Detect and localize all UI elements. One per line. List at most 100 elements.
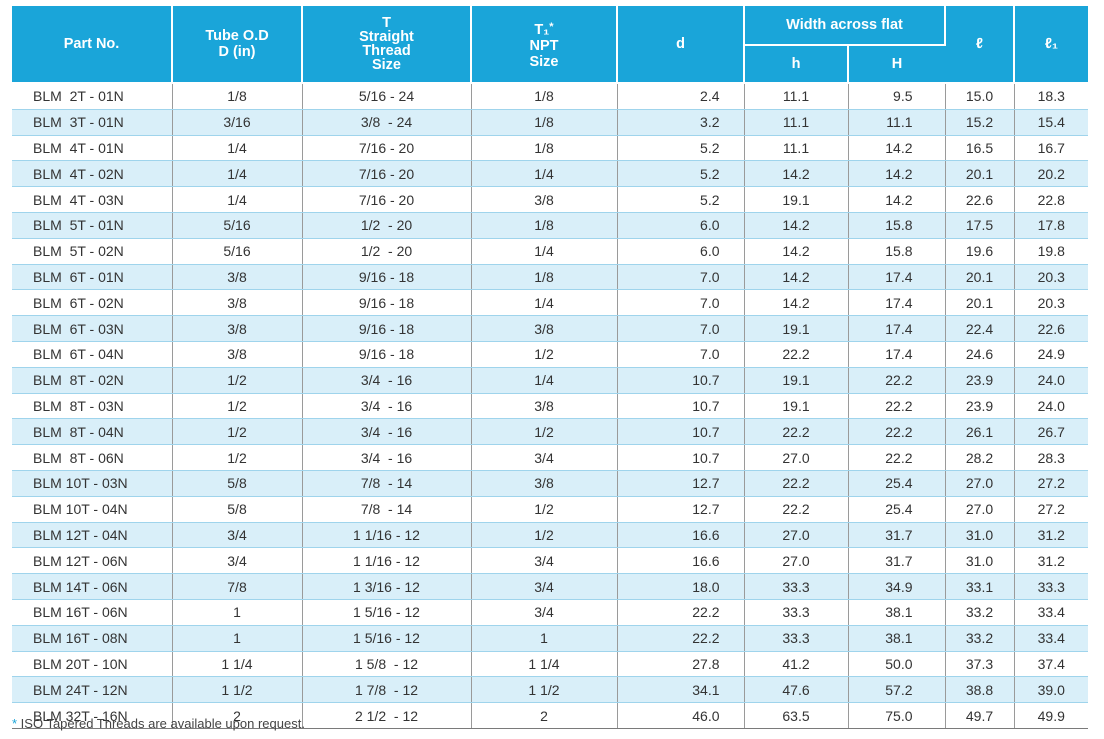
d-cell: 7.0	[617, 264, 745, 291]
l-cell: 27.0	[945, 496, 1015, 523]
l-cell: 17.5	[945, 212, 1015, 239]
thread-size-cell: 3/4 - 16	[302, 444, 472, 471]
spec-table-container: Part No. Tube O.D D (in) T Straight Thre…	[12, 6, 1089, 729]
npt-size-cell: 1/8	[471, 83, 618, 110]
table-body: BLM 2T - 01N 1/8 5/16 - 24 1/8 2.4 11.1 9.5 15.…	[12, 83, 1089, 729]
header-h-big: H	[848, 45, 946, 84]
l-cell: 31.0	[945, 547, 1015, 575]
npt-size-cell: 1/4	[471, 367, 618, 394]
table-row: BLM 6T - 01N 3/8 9/16 - 18 1/8 7.0 14.2 17.4 20…	[12, 264, 1089, 291]
npt-size-cell: 3/8	[471, 315, 618, 342]
h-cell: 47.6	[744, 676, 849, 704]
l1-cell: 22.8	[1014, 186, 1089, 213]
part-no-cell: BLM 6T - 02N	[12, 289, 173, 317]
npt-size-cell: 1 1/2	[471, 676, 618, 704]
H-cell: 14.2	[848, 186, 946, 213]
npt-size-cell: 1/8	[471, 264, 618, 291]
part-no-cell: BLM 8T - 03N	[12, 393, 173, 420]
h-cell: 19.1	[744, 186, 849, 213]
header-part-no: Part No.	[12, 6, 173, 84]
h-cell: 19.1	[744, 315, 849, 342]
npt-size-cell: 3/4	[471, 573, 618, 600]
spec-table: Part No. Tube O.D D (in) T Straight Thre…	[12, 6, 1089, 729]
l1-cell: 24.0	[1014, 367, 1089, 394]
tube-od-cell: 3/16	[172, 109, 303, 136]
l1-cell: 33.4	[1014, 625, 1089, 652]
table-row: BLM 4T - 01N 1/4 7/16 - 20 1/8 5.2 11.1 14.2 16…	[12, 135, 1089, 162]
d-cell: 18.0	[617, 573, 745, 600]
npt-size-cell: 1/8	[471, 212, 618, 239]
l1-cell: 26.7	[1014, 418, 1089, 446]
H-cell: 22.2	[848, 367, 946, 394]
npt-size-cell: 1/2	[471, 496, 618, 523]
d-cell: 10.7	[617, 418, 745, 446]
thread-size-cell: 9/16 - 18	[302, 315, 472, 342]
tube-od-cell: 3/8	[172, 264, 303, 291]
H-cell: 57.2	[848, 676, 946, 704]
d-cell: 34.1	[617, 676, 745, 704]
H-cell: 34.9	[848, 573, 946, 600]
table-row: BLM 5T - 01N 5/16 1/2 - 20 1/8 6.0 14.2 15.8 17…	[12, 212, 1089, 239]
npt-size-cell: 3/4	[471, 547, 618, 575]
thread-size-cell: 1 7/8 - 12	[302, 676, 472, 704]
tube-od-cell: 7/8	[172, 573, 303, 600]
l-cell: 15.0	[945, 83, 1015, 110]
part-no-cell: BLM 16T - 08N	[12, 625, 173, 652]
thread-size-cell: 1 5/16 - 12	[302, 599, 472, 626]
npt-size-cell: 1/4	[471, 289, 618, 317]
table-row: BLM 16T - 06N 1 1 5/16 - 12 3/4 22.2 33.3 38.1…	[12, 599, 1089, 626]
tube-od-cell: 2	[172, 702, 303, 729]
l1-cell: 33.3	[1014, 573, 1089, 600]
d-cell: 3.2	[617, 109, 745, 136]
part-no-cell: BLM 12T - 04N	[12, 522, 173, 549]
part-no-cell: BLM 20T - 10N	[12, 651, 173, 678]
d-cell: 22.2	[617, 599, 745, 626]
h-cell: 27.0	[744, 522, 849, 549]
H-cell: 17.4	[848, 264, 946, 291]
tube-od-cell: 1	[172, 625, 303, 652]
thread-size-cell: 1 5/8 - 12	[302, 651, 472, 678]
H-cell: 15.8	[848, 238, 946, 265]
table-header: Part No. Tube O.D D (in) T Straight Thre…	[12, 6, 1089, 84]
tube-od-cell: 1/4	[172, 186, 303, 213]
npt-size-cell: 1/2	[471, 522, 618, 549]
H-cell: 22.2	[848, 393, 946, 420]
l1-cell: 20.2	[1014, 160, 1089, 188]
npt-size-cell: 3/4	[471, 599, 618, 626]
part-no-cell: BLM 6T - 01N	[12, 264, 173, 291]
table-row: BLM 16T - 08N 1 1 5/16 - 12 1 22.2 33.3 38.1 33…	[12, 625, 1089, 652]
tube-od-cell: 3/8	[172, 341, 303, 368]
l1-cell: 33.4	[1014, 599, 1089, 626]
table-row: BLM 5T - 02N 5/16 1/2 - 20 1/4 6.0 14.2 15.8 19…	[12, 238, 1089, 265]
table-row: BLM 8T - 02N 1/2 3/4 - 16 1/4 10.7 19.1 22.2 23…	[12, 367, 1089, 394]
l1-cell: 22.6	[1014, 315, 1089, 342]
l1-cell: 28.3	[1014, 444, 1089, 471]
l-cell: 24.6	[945, 341, 1015, 368]
H-cell: 50.0	[848, 651, 946, 678]
part-no-cell: BLM 6T - 04N	[12, 341, 173, 368]
l-cell: 23.9	[945, 367, 1015, 394]
h-cell: 22.2	[744, 470, 849, 497]
part-no-cell: BLM 3T - 01N	[12, 109, 173, 136]
npt-size-cell: 3/4	[471, 444, 618, 471]
l-cell: 22.6	[945, 186, 1015, 213]
H-cell: 25.4	[848, 496, 946, 523]
table-row: BLM 3T - 01N 3/16 3/8 - 24 1/8 3.2 11.1 11.1 15…	[12, 109, 1089, 136]
l1-cell: 37.4	[1014, 651, 1089, 678]
header-width-across-flat: Width across flat	[744, 6, 947, 46]
header-h-small: h	[744, 45, 849, 84]
thread-size-cell: 9/16 - 18	[302, 264, 472, 291]
l1-cell: 24.0	[1014, 393, 1089, 420]
npt-size-cell: 1/2	[471, 418, 618, 446]
npt-size-cell: 1/2	[471, 341, 618, 368]
thread-size-cell: 3/4 - 16	[302, 393, 472, 420]
part-no-cell: BLM 32T - 16N	[12, 702, 173, 729]
thread-size-cell: 3/4 - 16	[302, 367, 472, 394]
H-cell: 31.7	[848, 522, 946, 549]
tube-od-cell: 1/8	[172, 83, 303, 110]
npt-size-cell: 1/8	[471, 135, 618, 162]
npt-size-cell: 1	[471, 625, 618, 652]
l1-cell: 31.2	[1014, 547, 1089, 575]
d-cell: 12.7	[617, 496, 745, 523]
table-row: BLM 10T - 03N 5/8 7/8 - 14 3/8 12.7 22.2 25.4 2…	[12, 470, 1089, 497]
